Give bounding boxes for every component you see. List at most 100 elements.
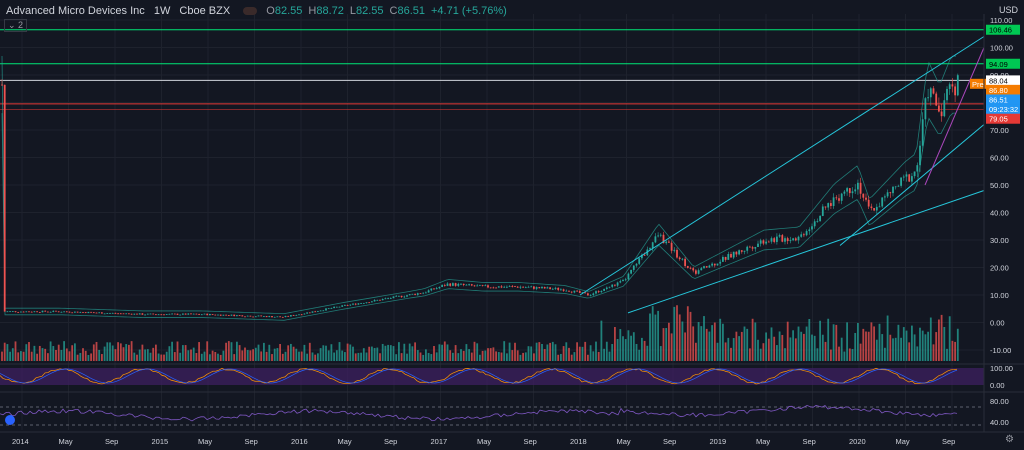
time-tick-label: Sep bbox=[105, 437, 118, 446]
volume-bar bbox=[708, 331, 711, 361]
candle-body bbox=[395, 295, 398, 297]
candle-body bbox=[530, 286, 533, 288]
volume-bar bbox=[398, 342, 400, 361]
volume-bar bbox=[503, 341, 506, 361]
candle-body bbox=[627, 273, 630, 280]
candle-body bbox=[867, 199, 870, 207]
candle-body bbox=[281, 316, 284, 318]
candle-body bbox=[111, 312, 114, 314]
time-tick-label: 2015 bbox=[152, 437, 169, 446]
volume-bar bbox=[14, 341, 17, 361]
volume-bar bbox=[128, 344, 130, 361]
volume-bar bbox=[654, 314, 657, 361]
volume-bar bbox=[198, 342, 200, 361]
volume-bar bbox=[430, 354, 433, 361]
volume-bar bbox=[508, 342, 511, 361]
candle-body bbox=[848, 188, 851, 194]
candle-body bbox=[727, 254, 730, 260]
candle-body bbox=[911, 176, 913, 182]
candle-body bbox=[954, 86, 956, 96]
candle-body bbox=[538, 287, 541, 289]
volume-bar bbox=[276, 348, 279, 361]
candle-body bbox=[746, 246, 749, 251]
time-tick-label: May bbox=[198, 437, 212, 446]
candle-body bbox=[649, 248, 651, 250]
volume-bar bbox=[425, 349, 427, 361]
candle-body bbox=[52, 310, 55, 312]
volume-bar bbox=[854, 332, 857, 361]
candle-body bbox=[654, 236, 657, 243]
symbol-name[interactable]: Advanced Micro Devices Inc bbox=[6, 5, 145, 17]
candle-body bbox=[92, 312, 95, 314]
candle-body bbox=[624, 279, 627, 281]
volume-bar bbox=[595, 341, 597, 361]
candle-body bbox=[344, 305, 346, 306]
volume-bar bbox=[427, 352, 430, 361]
volume-bar bbox=[632, 332, 635, 361]
volume-bar bbox=[713, 322, 716, 361]
volume-bar bbox=[160, 354, 163, 361]
candle-body bbox=[303, 313, 306, 315]
candle-body bbox=[171, 313, 173, 315]
time-tick-label: May bbox=[477, 437, 491, 446]
candle-body bbox=[57, 311, 60, 313]
volume-bar bbox=[368, 346, 371, 361]
volume-bar bbox=[109, 342, 111, 361]
candle-body bbox=[808, 229, 811, 232]
candle-body bbox=[182, 313, 184, 315]
candle-body bbox=[427, 290, 430, 293]
candle-body bbox=[924, 98, 927, 120]
volume-bar bbox=[182, 345, 184, 361]
volume-bar bbox=[730, 347, 732, 361]
volume-bar bbox=[25, 344, 28, 361]
candle-body bbox=[287, 315, 290, 317]
candle-body bbox=[859, 182, 862, 194]
volume-bar bbox=[516, 350, 519, 361]
volume-bar bbox=[627, 330, 630, 361]
candle-body bbox=[821, 206, 824, 216]
volume-bar bbox=[522, 352, 524, 361]
candle-body bbox=[160, 314, 163, 316]
time-tick-label: Sep bbox=[245, 437, 258, 446]
candle-body bbox=[276, 316, 279, 318]
candle-body bbox=[449, 283, 452, 286]
volume-bar bbox=[622, 336, 624, 361]
interval-label[interactable]: 1W bbox=[153, 5, 171, 17]
candle-body bbox=[519, 286, 522, 288]
candle-body bbox=[846, 188, 848, 192]
volume-bar bbox=[546, 344, 549, 361]
candle-body bbox=[762, 240, 765, 244]
volume-bar bbox=[443, 341, 446, 361]
volume-bar bbox=[808, 319, 811, 361]
volume-bar bbox=[524, 352, 527, 361]
volume-bar bbox=[711, 325, 713, 361]
candle-body bbox=[271, 316, 273, 318]
volume-bar bbox=[892, 338, 894, 361]
candle-body bbox=[651, 242, 654, 249]
candle-body bbox=[184, 313, 187, 315]
gear-icon[interactable]: ⚙ bbox=[1005, 434, 1014, 445]
volume-bar bbox=[473, 341, 476, 361]
collapse-indicators-button[interactable]: ⌄ 2 bbox=[4, 19, 28, 32]
candle-body bbox=[84, 312, 87, 314]
candle-body bbox=[468, 284, 470, 286]
candle-body bbox=[176, 313, 179, 315]
candle-body bbox=[49, 311, 52, 313]
volume-bar bbox=[103, 346, 106, 361]
volume-bar bbox=[697, 322, 700, 361]
volume-bar bbox=[541, 343, 543, 361]
candle-body bbox=[190, 313, 192, 315]
volume-bar bbox=[28, 342, 30, 361]
volume-bar bbox=[886, 315, 889, 361]
volume-bar bbox=[646, 345, 649, 361]
candle-body bbox=[219, 314, 222, 316]
candle-body bbox=[217, 314, 219, 316]
volume-bar bbox=[835, 324, 838, 361]
volume-bar bbox=[149, 352, 152, 361]
candle-body bbox=[130, 313, 133, 315]
candle-body bbox=[948, 84, 951, 89]
volume-bar bbox=[776, 345, 778, 361]
volume-bar bbox=[476, 343, 479, 361]
candle-body bbox=[619, 281, 622, 283]
